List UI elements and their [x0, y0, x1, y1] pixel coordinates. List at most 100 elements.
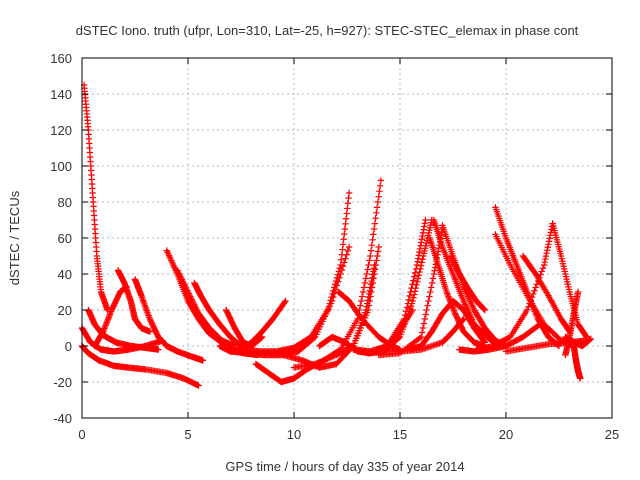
data-point — [543, 247, 551, 254]
data-point — [327, 297, 334, 304]
data-point — [319, 357, 326, 364]
data-point — [543, 249, 550, 257]
data-point — [405, 296, 412, 303]
data-point — [421, 315, 429, 323]
data-point — [424, 302, 431, 309]
x-tick-label: 10 — [287, 427, 301, 442]
data-point — [421, 220, 429, 227]
data-point — [328, 293, 335, 301]
data-point — [368, 284, 376, 291]
data-point — [410, 294, 417, 301]
data-point — [330, 353, 337, 360]
data-point — [403, 304, 411, 311]
data-point — [362, 275, 369, 282]
series-arc1 — [80, 81, 111, 314]
data-point — [411, 273, 418, 280]
data-point — [365, 302, 373, 309]
data-point — [326, 300, 333, 307]
data-point — [367, 252, 374, 260]
data-point — [313, 360, 320, 367]
data-point — [416, 245, 424, 253]
data-point — [322, 356, 329, 363]
data-point — [420, 226, 427, 233]
data-point — [411, 288, 419, 295]
data-point — [366, 287, 373, 294]
data-point — [333, 274, 341, 282]
y-tick-label: 100 — [50, 159, 72, 174]
data-point — [368, 274, 376, 282]
data-point — [412, 284, 419, 292]
data-point — [427, 284, 435, 291]
data-point — [374, 198, 382, 206]
data-point — [321, 356, 328, 364]
data-point — [414, 258, 421, 265]
y-tick-label: 140 — [50, 87, 72, 102]
series-arc38 — [502, 337, 590, 355]
data-point — [538, 268, 545, 275]
data-point — [406, 292, 413, 300]
data-point — [425, 297, 432, 305]
data-point — [373, 257, 380, 264]
data-point — [281, 299, 288, 306]
y-tick-label: 160 — [50, 51, 72, 66]
data-point — [199, 357, 207, 364]
data-point — [345, 194, 352, 202]
data-point — [419, 324, 427, 332]
data-point — [282, 297, 289, 305]
series-arc7 — [131, 276, 207, 364]
series-arc34 — [549, 220, 590, 341]
data-point — [328, 353, 336, 361]
data-point — [546, 235, 553, 242]
series-arc24 — [407, 297, 488, 353]
data-point — [411, 269, 419, 276]
data-point — [413, 261, 421, 269]
series-arc30 — [473, 220, 556, 353]
data-point — [524, 306, 531, 314]
data-point — [365, 306, 372, 314]
data-point — [324, 355, 331, 363]
x-tick-label: 5 — [184, 427, 191, 442]
y-tick-label: -40 — [53, 411, 72, 426]
data-point — [358, 293, 366, 300]
y-tick-label: 80 — [58, 195, 72, 210]
data-point — [367, 293, 374, 300]
data-point — [430, 270, 438, 278]
data-point — [375, 193, 382, 200]
data-point — [420, 320, 428, 327]
data-point — [339, 246, 346, 253]
data-point — [374, 252, 381, 260]
data-point — [545, 241, 552, 248]
data-point — [414, 255, 422, 262]
data-point — [155, 346, 162, 353]
y-tick-label: 120 — [50, 123, 72, 138]
data-point — [416, 334, 423, 342]
data-point — [367, 247, 375, 254]
y-tick-label: 0 — [65, 339, 72, 354]
data-point — [335, 268, 343, 275]
data-point — [531, 287, 538, 294]
data-point — [370, 265, 378, 272]
data-point — [480, 306, 488, 313]
data-point — [312, 360, 319, 368]
data-point — [331, 284, 338, 291]
data-point — [334, 271, 342, 278]
data-point — [258, 334, 265, 341]
data-point — [337, 261, 344, 269]
x-axis-label: GPS time / hours of day 335 of year 2014 — [225, 459, 464, 474]
data-point — [329, 290, 336, 298]
data-point — [374, 248, 382, 255]
data-points — [78, 81, 594, 389]
data-point — [336, 265, 343, 272]
data-point — [327, 354, 334, 361]
data-point — [410, 277, 417, 284]
data-point — [547, 232, 554, 239]
data-point — [431, 267, 438, 274]
x-tick-label: 15 — [393, 427, 407, 442]
chart-title: dSTEC Iono. truth (ufpr, Lon=310, Lat=-2… — [76, 23, 579, 38]
data-point — [419, 232, 426, 240]
y-tick-label: 20 — [58, 303, 72, 318]
data-point — [339, 241, 347, 248]
series-arc33 — [519, 252, 573, 335]
data-point — [416, 268, 423, 276]
